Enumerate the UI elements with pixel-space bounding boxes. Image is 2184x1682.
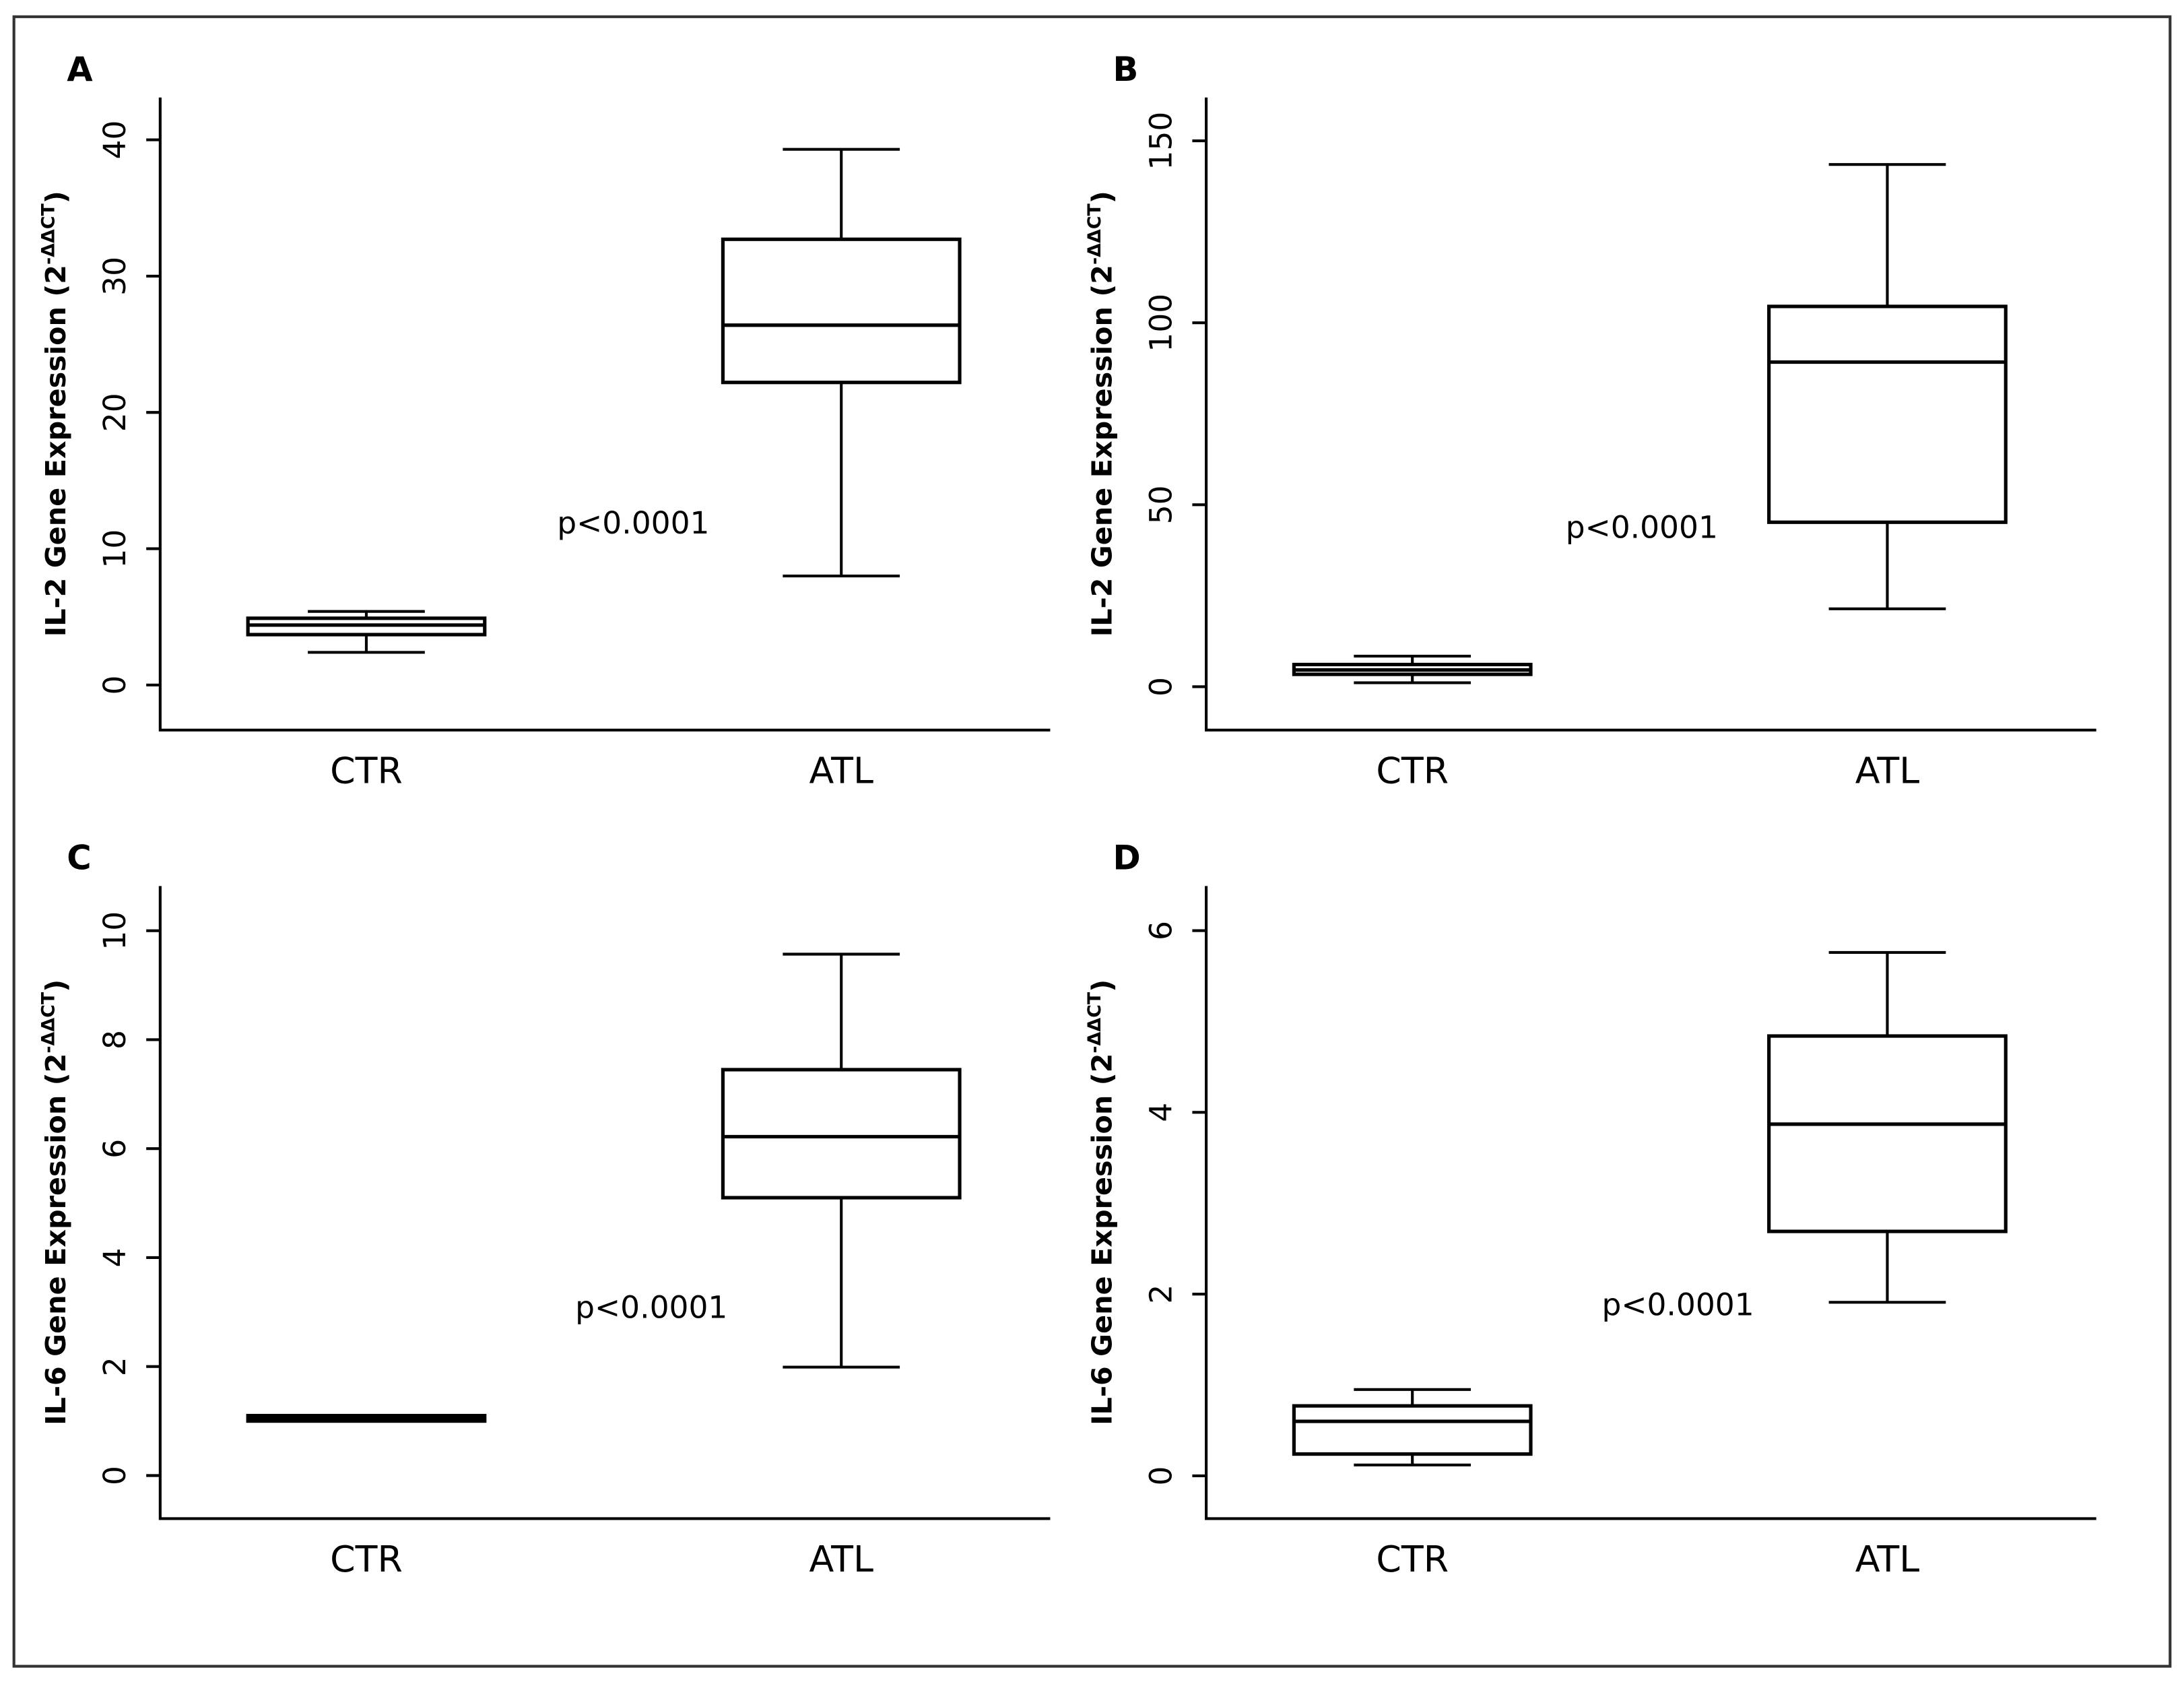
y-tick-label: 4 — [97, 1248, 133, 1268]
box — [721, 1068, 962, 1200]
y-tick-label: 6 — [97, 1139, 133, 1159]
p-value: p<0.0001 — [557, 505, 709, 541]
y-tick-label: 40 — [97, 121, 133, 160]
y-axis-label: IL-2 Gene Expression (2-ΔΔCT) — [38, 191, 73, 637]
p-value: p<0.0001 — [1601, 1287, 1754, 1322]
y-tick-label: 0 — [1143, 677, 1179, 697]
y-tick-label: 10 — [97, 529, 133, 569]
y-tick-label: 0 — [97, 1466, 133, 1485]
x-tick-label: ATL — [809, 749, 873, 791]
box — [1767, 1034, 2008, 1233]
y-tick-label: 0 — [97, 676, 133, 695]
y-axis-label-sup: -ΔΔCT — [38, 203, 59, 264]
y-axis-label-text: IL-6 Gene Expression (2 — [40, 1054, 72, 1425]
y-tick-label: 2 — [97, 1357, 133, 1376]
y-axis-label-suffix: ) — [40, 191, 72, 203]
x-tick-label: CTR — [1376, 1538, 1449, 1580]
x-tick-label: ATL — [1855, 1538, 1919, 1580]
y-tick-label: 20 — [97, 393, 133, 432]
y-axis-label: IL-2 Gene Expression (2-ΔΔCT) — [1084, 191, 1119, 637]
y-axis-label-sup: -ΔΔCT — [1084, 992, 1105, 1053]
y-tick-label: 50 — [1143, 485, 1179, 524]
y-axis-label-suffix: ) — [1086, 979, 1118, 992]
x-tick-label: CTR — [330, 749, 403, 791]
x-tick-label: CTR — [1376, 749, 1449, 791]
panel-label: A — [67, 50, 93, 89]
panel-label: C — [67, 839, 91, 878]
y-tick-label: 4 — [1143, 1103, 1179, 1122]
y-axis-label: IL-6 Gene Expression (2-ΔΔCT) — [1084, 979, 1119, 1425]
y-tick-label: 30 — [97, 257, 133, 296]
y-axis-label-text: IL-2 Gene Expression (2 — [40, 265, 72, 637]
y-axis-label-text: IL-2 Gene Expression (2 — [1086, 265, 1118, 637]
axes — [158, 97, 1051, 732]
y-axis-label-sup: -ΔΔCT — [1084, 203, 1105, 264]
y-tick-label: 100 — [1143, 294, 1179, 352]
frame — [12, 15, 2172, 1668]
y-axis-label: IL-6 Gene Expression (2-ΔΔCT) — [38, 979, 73, 1425]
axes — [158, 886, 1051, 1520]
panel-label: D — [1113, 839, 1141, 878]
y-axis-label-text: IL-6 Gene Expression (2 — [1086, 1054, 1118, 1425]
axes — [1205, 886, 2096, 1520]
y-tick-label: 6 — [1143, 921, 1179, 940]
box — [1767, 304, 2008, 524]
p-value: p<0.0001 — [575, 1290, 727, 1326]
y-tick-label: 8 — [97, 1030, 133, 1049]
box — [1292, 1404, 1533, 1456]
axes — [1205, 97, 2096, 732]
y-axis-label-suffix: ) — [1086, 191, 1118, 203]
x-tick-label: ATL — [1855, 749, 1919, 791]
x-tick-label: ATL — [809, 1538, 873, 1580]
y-axis-label-sup: -ΔΔCT — [38, 992, 59, 1053]
y-tick-label: 150 — [1143, 112, 1179, 170]
p-value: p<0.0001 — [1566, 509, 1718, 545]
box — [721, 237, 962, 385]
y-axis-label-suffix: ) — [40, 979, 72, 992]
y-tick-label: 0 — [1143, 1466, 1179, 1486]
y-tick-label: 10 — [97, 911, 133, 950]
panel-label: B — [1113, 50, 1139, 89]
y-tick-label: 2 — [1143, 1285, 1179, 1304]
x-tick-label: CTR — [330, 1538, 403, 1580]
